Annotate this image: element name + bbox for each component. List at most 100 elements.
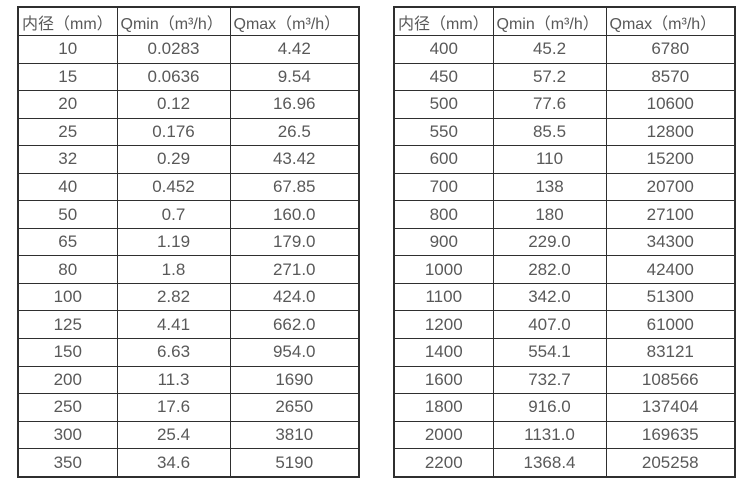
table-row: 500 77.6 10600 <box>393 90 736 119</box>
table-row: 1600 732.7 108566 <box>393 365 736 395</box>
table-row: 350 34.6 5190 <box>17 448 360 478</box>
cell-qmax: 15200 <box>605 145 736 174</box>
cell-qmin: 85.5 <box>492 117 607 147</box>
column-header-qmin: Qmin（m³/h） <box>492 6 607 36</box>
table-row: 125 4.41 662.0 <box>17 310 360 340</box>
cell-qmax: 954.0 <box>229 338 360 367</box>
table-row: 1800 916.0 137404 <box>393 393 736 422</box>
cell-qmin: 2.82 <box>116 282 231 312</box>
table-row: 80 1.8 271.0 <box>17 255 360 284</box>
cell-qmax: 10600 <box>605 90 736 119</box>
cell-diameter: 500 <box>393 90 494 119</box>
cell-diameter: 1200 <box>393 310 494 340</box>
cell-diameter: 2000 <box>393 420 494 450</box>
cell-qmax: 83121 <box>605 338 736 367</box>
cell-qmax: 137404 <box>605 393 736 422</box>
cell-qmin: 1368.4 <box>492 448 607 478</box>
cell-diameter: 50 <box>17 200 118 229</box>
cell-qmin: 407.0 <box>492 310 607 340</box>
cell-diameter: 125 <box>17 310 118 340</box>
cell-diameter: 100 <box>17 282 118 312</box>
cell-diameter: 1600 <box>393 365 494 395</box>
table-row: 100 2.82 424.0 <box>17 282 360 312</box>
cell-qmin: 554.1 <box>492 338 607 367</box>
cell-diameter: 1400 <box>393 338 494 367</box>
cell-qmin: 342.0 <box>492 282 607 312</box>
cell-qmin: 25.4 <box>116 420 231 450</box>
cell-qmin: 45.2 <box>492 35 607 64</box>
cell-diameter: 1100 <box>393 282 494 312</box>
cell-qmax: 169635 <box>605 420 736 450</box>
table-row: 50 0.7 160.0 <box>17 200 360 229</box>
cell-diameter: 700 <box>393 172 494 202</box>
cell-diameter: 450 <box>393 62 494 92</box>
column-header-diameter: 内径（mm） <box>393 6 494 36</box>
cell-qmax: 160.0 <box>229 200 360 229</box>
cell-qmin: 0.0636 <box>116 62 231 92</box>
cell-qmin: 0.29 <box>116 145 231 174</box>
cell-qmin: 0.452 <box>116 172 231 202</box>
cell-qmin: 916.0 <box>492 393 607 422</box>
cell-diameter: 1800 <box>393 393 494 422</box>
cell-qmin: 180 <box>492 200 607 229</box>
cell-qmax: 9.54 <box>229 62 360 92</box>
cell-qmax: 8570 <box>605 62 736 92</box>
cell-qmin: 1.19 <box>116 227 231 257</box>
table-row: 700 138 20700 <box>393 172 736 202</box>
cell-qmax: 43.42 <box>229 145 360 174</box>
table-row: 32 0.29 43.42 <box>17 145 360 174</box>
cell-diameter: 600 <box>393 145 494 174</box>
cell-qmin: 110 <box>492 145 607 174</box>
table-row: 10 0.0283 4.42 <box>17 35 360 64</box>
cell-diameter: 200 <box>17 365 118 395</box>
cell-qmax: 108566 <box>605 365 736 395</box>
cell-qmax: 424.0 <box>229 282 360 312</box>
cell-diameter: 10 <box>17 35 118 64</box>
table-row: 550 85.5 12800 <box>393 117 736 147</box>
cell-diameter: 25 <box>17 117 118 147</box>
cell-qmin: 1.8 <box>116 255 231 284</box>
table-row: 25 0.176 26.5 <box>17 117 360 147</box>
cell-qmax: 271.0 <box>229 255 360 284</box>
table-header-row: 内径（mm） Qmin（m³/h） Qmax（m³/h） <box>17 6 360 36</box>
cell-qmin: 229.0 <box>492 227 607 257</box>
cell-qmax: 27100 <box>605 200 736 229</box>
flow-table-large-diameters: 内径（mm） Qmin（m³/h） Qmax（m³/h） 400 45.2 6780 45… <box>393 6 736 478</box>
cell-qmin: 0.12 <box>116 90 231 119</box>
cell-qmax: 6780 <box>605 35 736 64</box>
table-row: 15 0.0636 9.54 <box>17 62 360 92</box>
flow-table-small-diameters: 内径（mm） Qmin（m³/h） Qmax（m³/h） 10 0.0283 4.42 1… <box>17 6 360 478</box>
cell-diameter: 800 <box>393 200 494 229</box>
cell-qmax: 51300 <box>605 282 736 312</box>
table-row: 400 45.2 6780 <box>393 35 736 64</box>
cell-qmax: 67.85 <box>229 172 360 202</box>
cell-qmax: 5190 <box>229 448 360 478</box>
table-row: 1200 407.0 61000 <box>393 310 736 340</box>
column-header-diameter: 内径（mm） <box>17 6 118 36</box>
cell-qmin: 4.41 <box>116 310 231 340</box>
cell-qmin: 11.3 <box>116 365 231 395</box>
cell-qmax: 1690 <box>229 365 360 395</box>
table-row: 2000 1131.0 169635 <box>393 420 736 450</box>
cell-qmax: 34300 <box>605 227 736 257</box>
cell-diameter: 20 <box>17 90 118 119</box>
cell-qmax: 42400 <box>605 255 736 284</box>
cell-diameter: 550 <box>393 117 494 147</box>
table-row: 1400 554.1 83121 <box>393 338 736 367</box>
cell-diameter: 300 <box>17 420 118 450</box>
table-row: 1100 342.0 51300 <box>393 282 736 312</box>
cell-diameter: 250 <box>17 393 118 422</box>
cell-diameter: 80 <box>17 255 118 284</box>
table-row: 600 110 15200 <box>393 145 736 174</box>
cell-diameter: 900 <box>393 227 494 257</box>
table-row: 900 229.0 34300 <box>393 227 736 257</box>
table-row: 200 11.3 1690 <box>17 365 360 395</box>
table-row: 2200 1368.4 205258 <box>393 448 736 478</box>
table-row: 40 0.452 67.85 <box>17 172 360 202</box>
cell-diameter: 65 <box>17 227 118 257</box>
cell-qmax: 4.42 <box>229 35 360 64</box>
cell-qmin: 57.2 <box>492 62 607 92</box>
cell-diameter: 32 <box>17 145 118 174</box>
cell-qmin: 138 <box>492 172 607 202</box>
